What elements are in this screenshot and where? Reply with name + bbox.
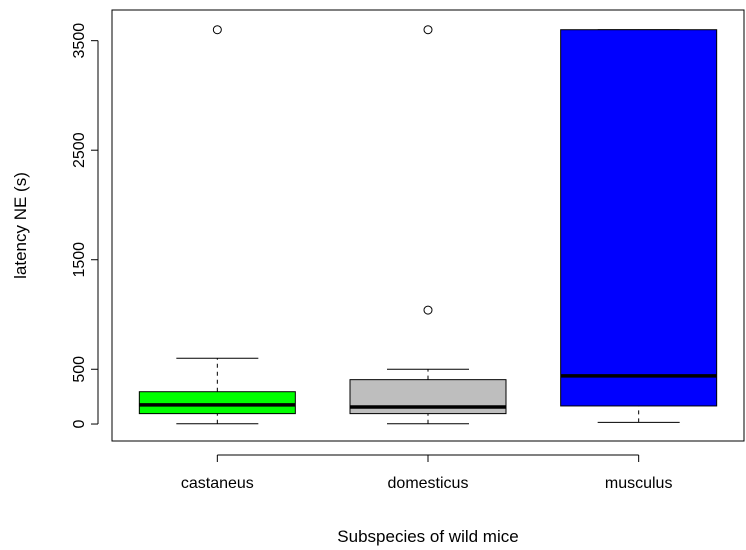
boxes-layer [138, 25, 718, 425]
outlier-point [423, 25, 433, 35]
x-axis-label: Subspecies of wild mice [337, 527, 518, 546]
x-tick-label: domesticus [388, 475, 469, 492]
y-tick-label: 2500 [71, 132, 88, 168]
y-axis-label: latency NE (s) [11, 172, 30, 279]
outlier-point [212, 25, 222, 35]
y-tick-label: 0 [71, 419, 88, 428]
outlier-point [423, 305, 433, 315]
box-castaneus [138, 25, 296, 425]
box-musculus [560, 29, 718, 423]
box-body [138, 391, 296, 415]
box-domesticus [349, 25, 507, 425]
y-axis: 0 500 1500 2500 3500 [71, 23, 99, 428]
x-tick-label: castaneus [181, 475, 254, 492]
y-tick-label: 500 [71, 356, 88, 383]
x-axis: castaneus domesticus musculus [181, 454, 673, 492]
x-tick-label: musculus [605, 475, 673, 492]
box-body [560, 29, 718, 407]
plot-frame [111, 9, 745, 442]
y-tick-label: 3500 [71, 23, 88, 59]
y-tick-label: 1500 [71, 242, 88, 278]
